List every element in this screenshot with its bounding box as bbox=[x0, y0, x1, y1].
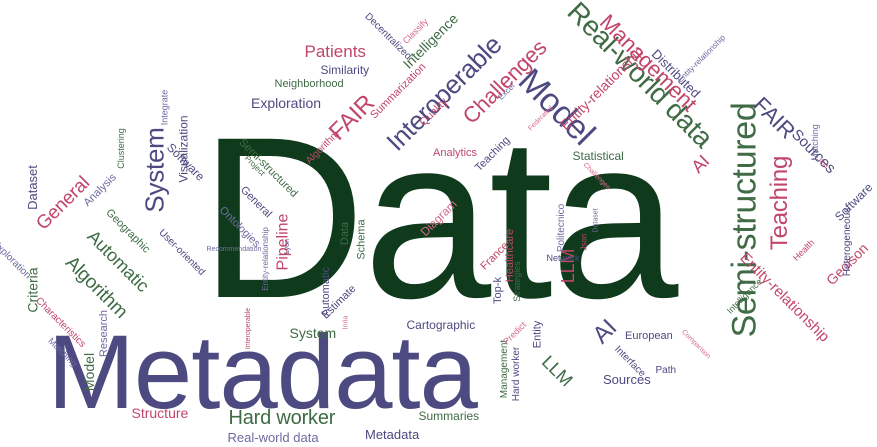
word-visualization: Visualization bbox=[176, 115, 191, 183]
word-analytics: Analytics bbox=[433, 146, 478, 159]
word-entity-relationship: Entity-relationship bbox=[260, 227, 270, 291]
word-entity: Entity bbox=[531, 320, 544, 348]
word-schema: Schema bbox=[355, 218, 368, 260]
word-metadata: Metadata bbox=[47, 313, 478, 431]
word-hard-worker: Hard worker bbox=[511, 346, 523, 402]
word-clustering: Clustering bbox=[115, 127, 126, 169]
word-structure: Structure bbox=[131, 405, 189, 421]
word-sources: Sources bbox=[603, 371, 651, 387]
word-dataset: Dataset bbox=[592, 207, 600, 233]
word-model: Model bbox=[81, 352, 98, 392]
word-network: Network bbox=[546, 252, 580, 263]
word-json: Json bbox=[578, 233, 588, 251]
word-entity-relationship: Entity-relationship bbox=[675, 32, 728, 85]
word-summaries: Summaries bbox=[418, 409, 480, 423]
word-cartographic: Cartographic bbox=[406, 318, 476, 332]
word-real-world-data: Real-world data bbox=[227, 429, 319, 445]
word-metadata: Metadata bbox=[365, 426, 420, 442]
word-european: European bbox=[625, 329, 673, 342]
word-system: System bbox=[289, 325, 337, 341]
word-health: Health bbox=[790, 236, 817, 263]
word-recommendation: Recommendation bbox=[206, 245, 262, 253]
word-exploration: Exploration bbox=[0, 238, 33, 282]
word-strategies: Strategies bbox=[511, 260, 522, 302]
word-ai: AI bbox=[686, 151, 713, 177]
word-exploration: Exploration bbox=[251, 95, 322, 111]
word-similarity: Similarity bbox=[320, 63, 370, 77]
word-neighborhood: Neighborhood bbox=[274, 77, 344, 90]
word-system: System bbox=[139, 127, 170, 213]
word-integrate: Integrate bbox=[159, 89, 170, 125]
word-user-oriented: User-oriented bbox=[155, 227, 207, 278]
word-interoperable: Interoperable bbox=[244, 307, 252, 349]
word-path: Path bbox=[655, 365, 677, 376]
word-management: Management bbox=[499, 339, 511, 399]
word-inria: Inria bbox=[342, 315, 350, 329]
word-matching: Matching bbox=[809, 123, 820, 161]
word-statistical: Statistical bbox=[572, 149, 624, 163]
word-data: Data bbox=[199, 89, 679, 346]
word-lyon: Lyon bbox=[283, 238, 291, 254]
word-heterogeneous: Heterogeneous bbox=[842, 207, 854, 277]
word-data: Data bbox=[338, 221, 351, 245]
word-dataset: Dataset bbox=[24, 164, 40, 210]
word-research: Research bbox=[97, 309, 110, 357]
word-top-k: Top-k bbox=[491, 276, 504, 304]
word-llm: LLM bbox=[537, 351, 577, 391]
word-hard-worker: Hard worker bbox=[228, 407, 336, 429]
word-patients: Patients bbox=[304, 41, 366, 61]
word-teaching: Teaching bbox=[766, 155, 794, 251]
word-comparison: Comparison bbox=[680, 328, 712, 360]
word-politecnico: Politecnico bbox=[556, 203, 568, 253]
